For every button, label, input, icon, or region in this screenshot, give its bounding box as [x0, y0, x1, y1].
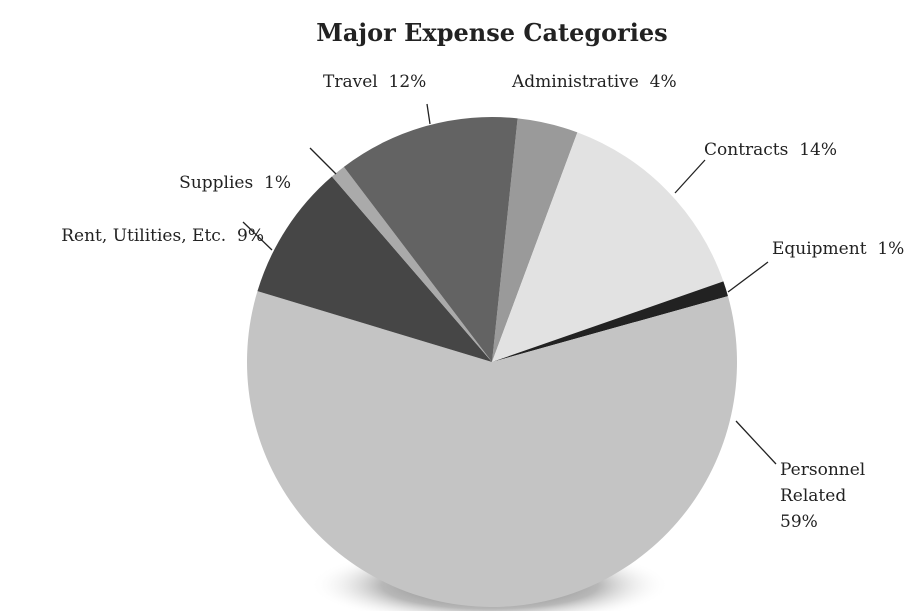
pie-slice [492, 281, 728, 362]
category-label: Rent, Utilities, Etc. [61, 226, 227, 246]
category-label: Supplies [179, 173, 254, 193]
slice-label: Personnel Related 59% [780, 457, 880, 535]
slice-label: Rent, Utilities, Etc. 9% [61, 223, 264, 249]
leader-line [727, 261, 769, 293]
pie-slice [247, 291, 738, 607]
slice-label: Equipment 1% [772, 236, 904, 262]
value-label: 59% [780, 512, 818, 532]
category-label: Equipment [772, 239, 867, 259]
leader-line [735, 420, 777, 465]
slice-label: Administrative 4% [512, 69, 677, 95]
leader-line [426, 103, 431, 125]
value-label: 12% [388, 72, 427, 92]
category-label: Administrative [512, 72, 639, 92]
value-label: 9% [237, 226, 264, 246]
pie-slice [257, 176, 492, 362]
value-label: 4% [649, 72, 677, 92]
pie-slice [343, 116, 518, 362]
leader-lines [242, 103, 777, 465]
chart-title: Major Expense Categories [316, 18, 668, 47]
slice-label: Contracts 14% [704, 137, 837, 163]
category-label: Travel [323, 72, 378, 92]
value-label: 14% [799, 140, 837, 160]
leader-line [309, 147, 337, 175]
value-label: 1% [877, 239, 905, 259]
pie-slice [492, 132, 724, 362]
slice-label: Travel 12% [323, 69, 426, 95]
category-label: Personnel Related [780, 460, 866, 506]
pie-slice [331, 166, 492, 362]
value-label: 1% [264, 173, 291, 193]
leader-line [242, 221, 273, 251]
slice-label: Supplies 1% [179, 170, 291, 196]
pie-slice [492, 118, 578, 362]
category-label: Contracts [704, 140, 789, 160]
leader-line [674, 159, 706, 194]
slices [247, 116, 738, 607]
